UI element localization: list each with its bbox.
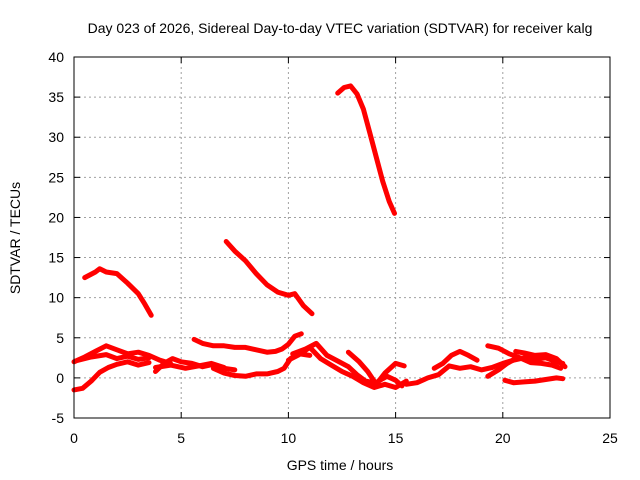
x-tick-label: 5 <box>177 430 185 446</box>
series-arc-14 <box>375 373 405 389</box>
series-arc-1 <box>82 266 154 318</box>
y-axis-label: SDTVAR / TECUs <box>7 182 23 294</box>
series-arc-16 <box>431 348 480 371</box>
series-arc-12 <box>290 340 377 386</box>
y-tick-label: 25 <box>48 169 64 185</box>
axis-ticks: 0 5 10 15 20 25 -5 0 5 10 15 20 25 30 35 40 <box>48 49 618 446</box>
series-arc-17 <box>485 343 564 371</box>
x-tick-label: 0 <box>70 430 78 446</box>
x-axis-label: GPS time / hours <box>287 457 394 473</box>
series-arc-8 <box>153 360 227 371</box>
series-arc-19 <box>513 348 568 370</box>
data-series <box>71 83 568 393</box>
y-tick-label: 40 <box>48 49 64 65</box>
series-arc-13 <box>345 349 407 387</box>
x-tick-label: 25 <box>602 430 618 446</box>
series-arc-4 <box>71 343 173 366</box>
chart-title: Day 023 of 2026, Sidereal Day-to-day VTE… <box>88 20 593 36</box>
series-arc-6 <box>75 352 152 363</box>
y-tick-label: 0 <box>56 370 64 386</box>
series-arc-20 <box>502 375 566 386</box>
x-tick-label: 15 <box>388 430 404 446</box>
y-tick-label: 5 <box>56 330 64 346</box>
x-tick-label: 20 <box>495 430 511 446</box>
x-tick-label: 10 <box>281 430 297 446</box>
y-tick-label: 10 <box>48 290 64 306</box>
y-tick-label: -5 <box>52 410 65 426</box>
y-tick-label: 15 <box>48 250 64 266</box>
series-arc-3 <box>335 83 397 216</box>
series-arc-9 <box>191 331 304 355</box>
plot-frame <box>73 56 611 419</box>
series-arc-15 <box>403 355 566 387</box>
y-tick-label: 35 <box>48 89 64 105</box>
series-arc-5 <box>71 359 152 393</box>
y-tick-label: 20 <box>48 209 64 225</box>
y-tick-label: 30 <box>48 129 64 145</box>
grid-lines <box>74 57 610 418</box>
series-arc-2 <box>223 239 315 317</box>
series-arc-18 <box>485 356 519 379</box>
